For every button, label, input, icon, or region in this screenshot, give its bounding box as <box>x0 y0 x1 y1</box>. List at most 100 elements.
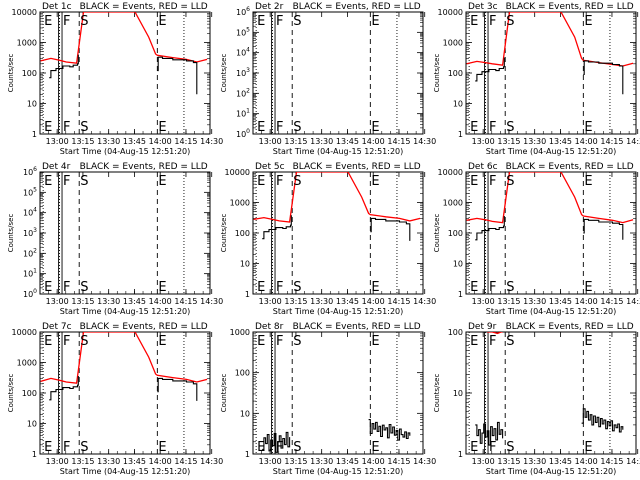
event-marker-label: S <box>80 14 88 29</box>
panel-det-9r: Det 9r BLACK = Events, RED = LLD 1 10 100 Cou… <box>433 322 640 476</box>
y-axis-label: Counts/sec <box>7 54 15 93</box>
y-tick-label: 106 <box>236 6 250 17</box>
event-marker-label: S <box>80 280 88 295</box>
x-tick-label: 14:30 <box>626 297 640 306</box>
x-tick-label: 13:45 <box>336 137 359 146</box>
event-marker-label: S <box>293 120 301 135</box>
panel-legend: BLACK = Events, RED = LLD <box>293 162 421 172</box>
event-marker-label: E <box>158 334 166 349</box>
event-marker-label: E <box>371 14 379 29</box>
x-tick-label: 14:30 <box>413 297 436 306</box>
x-tick-label: 13:30 <box>97 137 120 146</box>
plot-frame <box>465 171 637 295</box>
y-tick-label: 105 <box>236 26 250 37</box>
y-tick-label: 106 <box>23 166 37 177</box>
y-tick-label: 102 <box>236 87 250 98</box>
event-marker-label: E <box>371 174 379 189</box>
x-tick-label: 13:30 <box>97 457 120 466</box>
event-marker-label: E <box>584 174 592 189</box>
y-tick-label: 10000 <box>438 8 463 17</box>
panel-title: Det 4r <box>42 162 71 172</box>
x-tick-label: 13:30 <box>310 457 333 466</box>
y-axis-label: Counts/sec <box>433 214 441 253</box>
y-tick-label: 100 <box>235 229 250 238</box>
events-series-line <box>157 377 198 401</box>
y-tick-label: 10 <box>453 260 463 269</box>
y-tick-label: 100 <box>235 369 250 378</box>
event-marker-label: F <box>489 120 496 135</box>
x-axis-label: Start Time (04-Aug-15 12:51:20) <box>486 147 617 156</box>
event-marker-label: F <box>63 334 70 349</box>
x-axis-label: Start Time (04-Aug-15 12:51:20) <box>60 307 191 316</box>
x-tick-label: 13:15 <box>497 297 520 306</box>
events-series-line <box>370 217 411 241</box>
x-tick-label: 14:30 <box>626 457 640 466</box>
event-marker-label: E <box>44 120 52 135</box>
event-marker-label: E <box>44 440 52 455</box>
y-tick-label: 102 <box>23 247 37 258</box>
events-series-line <box>262 431 291 453</box>
x-tick-label: 13:00 <box>472 297 495 306</box>
panel-title: Det 7c <box>42 322 72 332</box>
plot-area <box>468 332 624 454</box>
event-marker-label: S <box>293 14 301 29</box>
x-tick-label: 14:15 <box>387 457 410 466</box>
event-marker-label: E <box>470 440 478 455</box>
panel-title: Det 6c <box>468 162 498 172</box>
event-marker-label: E <box>257 120 265 135</box>
y-axis-label: Counts/sec <box>433 374 441 413</box>
y-axis-label: Counts/sec <box>220 54 228 93</box>
y-tick-label: 100 <box>448 229 463 238</box>
plot-area <box>255 12 398 134</box>
event-marker-label: E <box>257 334 265 349</box>
lld-series-line <box>40 332 208 384</box>
event-marker-label: E <box>584 14 592 29</box>
y-tick-label: 1 <box>32 130 37 139</box>
x-tick-label: 13:30 <box>523 137 546 146</box>
x-tick-label: 14:00 <box>575 457 598 466</box>
x-tick-label: 14:15 <box>174 457 197 466</box>
panel-legend: BLACK = Events, RED = LLD <box>293 322 421 332</box>
x-tick-label: 13:30 <box>310 137 333 146</box>
x-tick-label: 13:15 <box>497 137 520 146</box>
event-marker-label: F <box>276 120 283 135</box>
y-tick-label: 10000 <box>438 168 463 177</box>
x-tick-label: 14:00 <box>149 297 172 306</box>
x-tick-label: 14:00 <box>149 137 172 146</box>
event-marker-label: E <box>584 120 592 135</box>
x-tick-label: 14:15 <box>387 297 410 306</box>
plot-area <box>42 172 185 294</box>
panel-legend: BLACK = Events, RED = LLD <box>506 322 634 332</box>
events-series-line <box>368 419 411 441</box>
x-axis-label: Start Time (04-Aug-15 12:51:20) <box>486 467 617 476</box>
y-tick-label: 10000 <box>12 8 37 17</box>
y-tick-label: 10000 <box>12 328 37 337</box>
event-marker-label: F <box>276 334 283 349</box>
event-marker-label: E <box>257 14 265 29</box>
event-marker-label: S <box>80 440 88 455</box>
panel-title: Det 5c <box>255 162 285 172</box>
panel-legend: BLACK = Events, RED = LLD <box>293 2 421 12</box>
events-series-line <box>475 216 505 241</box>
event-marker-label: E <box>470 280 478 295</box>
y-tick-label: 1 <box>32 450 37 459</box>
panel-title: Det 9r <box>468 322 497 332</box>
event-marker-label: S <box>506 174 514 189</box>
lld-series-line <box>40 12 208 64</box>
y-tick-label: 1 <box>245 450 250 459</box>
events-series-line <box>49 54 79 79</box>
event-marker-label: E <box>257 440 265 455</box>
event-marker-label: E <box>158 440 166 455</box>
lld-series-line <box>487 332 503 335</box>
x-tick-label: 14:15 <box>600 297 623 306</box>
x-tick-label: 14:15 <box>600 457 623 466</box>
x-tick-label: 13:45 <box>549 297 572 306</box>
y-tick-label: 1 <box>458 450 463 459</box>
event-marker-label: F <box>63 174 70 189</box>
x-tick-label: 13:15 <box>284 297 307 306</box>
x-tick-label: 13:00 <box>472 137 495 146</box>
y-tick-label: 10000 <box>225 168 250 177</box>
event-marker-label: E <box>371 280 379 295</box>
event-marker-label: S <box>506 14 514 29</box>
